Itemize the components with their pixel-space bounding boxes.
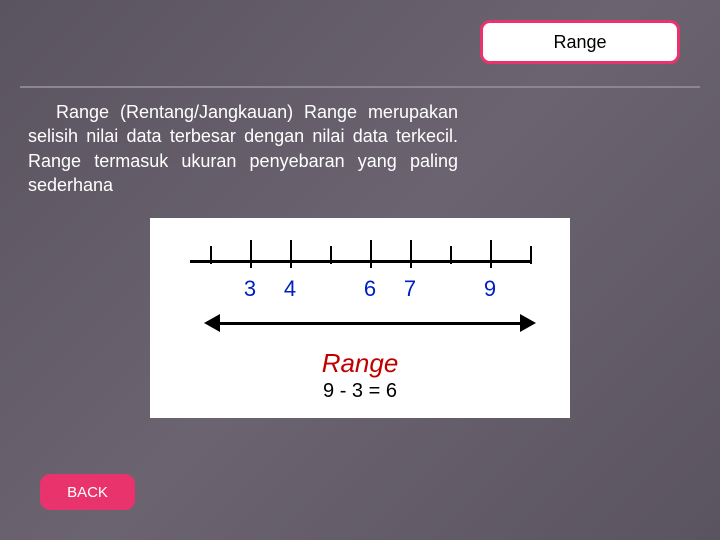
- tick: [250, 240, 252, 268]
- tick-label: 9: [484, 276, 496, 302]
- arrow-head-left: [204, 314, 220, 332]
- range-arrow-bar: [218, 322, 522, 325]
- body-paragraph: Range (Rentang/Jangkauan) Range merupaka…: [28, 100, 458, 197]
- tick: [370, 240, 372, 268]
- tick-label: 6: [364, 276, 376, 302]
- back-label: BACK: [67, 484, 108, 501]
- tick: [450, 246, 452, 264]
- range-figure: 3 4 6 7 9 Range 9 - 3 = 6: [150, 218, 570, 418]
- number-line-axis: [190, 260, 530, 263]
- arrow-head-right: [520, 314, 536, 332]
- back-button[interactable]: BACK: [40, 474, 135, 510]
- body-text: Range (Rentang/Jangkauan) Range merupaka…: [28, 102, 458, 195]
- range-calc: 9 - 3 = 6: [150, 380, 570, 403]
- tick-label: 7: [404, 276, 416, 302]
- tick: [210, 246, 212, 264]
- title-text: Range: [553, 32, 606, 53]
- tick-label: 4: [284, 276, 296, 302]
- divider: [20, 86, 700, 88]
- tick: [530, 246, 532, 264]
- tick: [490, 240, 492, 268]
- tick: [410, 240, 412, 268]
- range-label: Range: [150, 348, 570, 379]
- tick: [330, 246, 332, 264]
- title-badge: Range: [480, 20, 680, 64]
- tick-label: 3: [244, 276, 256, 302]
- tick: [290, 240, 292, 268]
